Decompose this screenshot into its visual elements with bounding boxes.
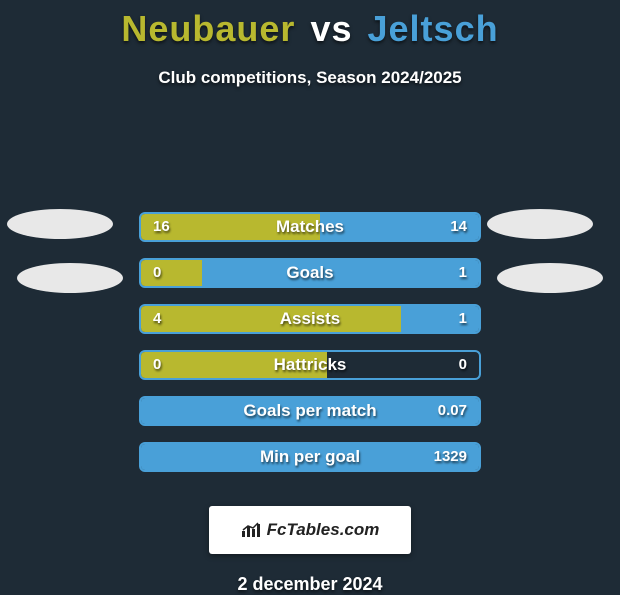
comparison-title: Neubauer vs Jeltsch (0, 0, 620, 50)
stat-label: Hattricks (274, 352, 347, 378)
subtitle: Club competitions, Season 2024/2025 (0, 68, 620, 88)
source-badge-text: FcTables.com (267, 520, 380, 540)
source-badge: FcTables.com (209, 506, 411, 554)
date-text: 2 december 2024 (0, 574, 620, 595)
stat-row: Goals 0 1 (139, 258, 481, 288)
vs-text: vs (310, 8, 352, 49)
player-disc (497, 263, 603, 293)
stat-rows: Matches1614Goals01Assists41Hattricks00Go… (139, 212, 481, 488)
stat-label: Assists (280, 306, 340, 332)
stat-row: Min per goal 1329 (139, 442, 481, 472)
value-player-a: 0 (153, 352, 161, 378)
value-player-b: 1329 (434, 444, 467, 470)
player-disc (487, 209, 593, 239)
fill-player-b (202, 260, 479, 286)
value-player-b: 0 (459, 352, 467, 378)
stat-row: Matches 16 14 (139, 212, 481, 242)
value-player-b: 1 (459, 306, 467, 332)
stat-label: Goals (286, 260, 333, 286)
fill-player-a (141, 306, 401, 332)
value-player-a: 0 (153, 260, 161, 286)
stat-label: Matches (276, 214, 344, 240)
stat-row: Assists 4 1 (139, 304, 481, 334)
player-disc (7, 209, 113, 239)
value-player-b: 14 (450, 214, 467, 240)
fill-player-a (141, 260, 202, 286)
stat-label: Goals per match (243, 398, 376, 424)
player-b-name: Jeltsch (368, 8, 499, 49)
value-player-a: 4 (153, 306, 161, 332)
player-a-name: Neubauer (121, 8, 295, 49)
stat-label: Min per goal (260, 444, 360, 470)
stat-row: Goals per match 0.07 (139, 396, 481, 426)
chart-icon (241, 522, 261, 538)
value-player-b: 1 (459, 260, 467, 286)
player-disc (17, 263, 123, 293)
value-player-b: 0.07 (438, 398, 467, 424)
fill-player-b (401, 306, 479, 332)
value-player-a: 16 (153, 214, 170, 240)
chart-area: Matches1614Goals01Assists41Hattricks00Go… (0, 88, 620, 488)
stat-row: Hattricks 0 0 (139, 350, 481, 380)
